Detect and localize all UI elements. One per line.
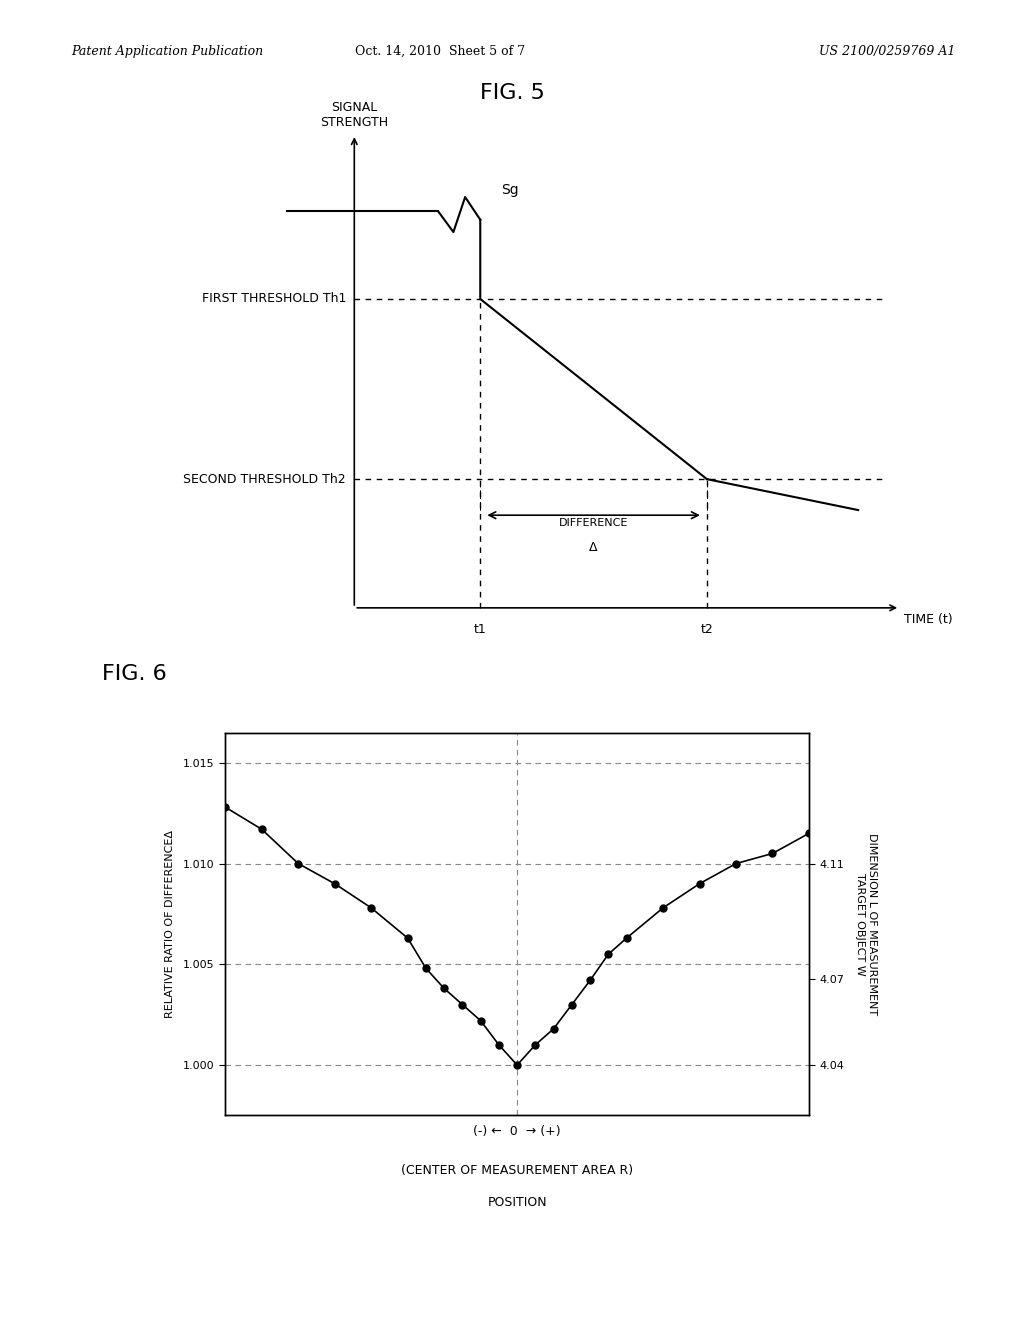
Text: US 2100/0259769 A1: US 2100/0259769 A1 <box>819 45 955 58</box>
Y-axis label: DIMENSION L OF MEASUREMENT
TARGET OBJECT W: DIMENSION L OF MEASUREMENT TARGET OBJECT… <box>855 833 877 1015</box>
Text: FIG. 5: FIG. 5 <box>479 83 545 103</box>
Text: DIFFERENCE: DIFFERENCE <box>559 517 629 528</box>
Text: Δ: Δ <box>590 541 598 554</box>
Text: SIGNAL
STRENGTH: SIGNAL STRENGTH <box>321 102 388 129</box>
Text: TIME (t): TIME (t) <box>904 612 953 626</box>
Text: t1: t1 <box>474 623 486 636</box>
Text: Oct. 14, 2010  Sheet 5 of 7: Oct. 14, 2010 Sheet 5 of 7 <box>355 45 525 58</box>
Text: (CENTER OF MEASUREMENT AREA R): (CENTER OF MEASUREMENT AREA R) <box>401 1164 633 1177</box>
Text: Patent Application Publication: Patent Application Publication <box>72 45 264 58</box>
Text: FIG. 6: FIG. 6 <box>102 664 167 684</box>
Text: SECOND THRESHOLD Th2: SECOND THRESHOLD Th2 <box>183 473 346 486</box>
Text: t2: t2 <box>700 623 714 636</box>
Text: (-) ←  0  → (+): (-) ← 0 → (+) <box>473 1125 561 1138</box>
Text: FIRST THRESHOLD Th1: FIRST THRESHOLD Th1 <box>202 293 346 305</box>
Text: POSITION: POSITION <box>487 1196 547 1209</box>
Y-axis label: RELATIVE RATIO OF DIFFERENCEΔ: RELATIVE RATIO OF DIFFERENCEΔ <box>165 830 175 1018</box>
Text: Sg: Sg <box>502 183 519 197</box>
